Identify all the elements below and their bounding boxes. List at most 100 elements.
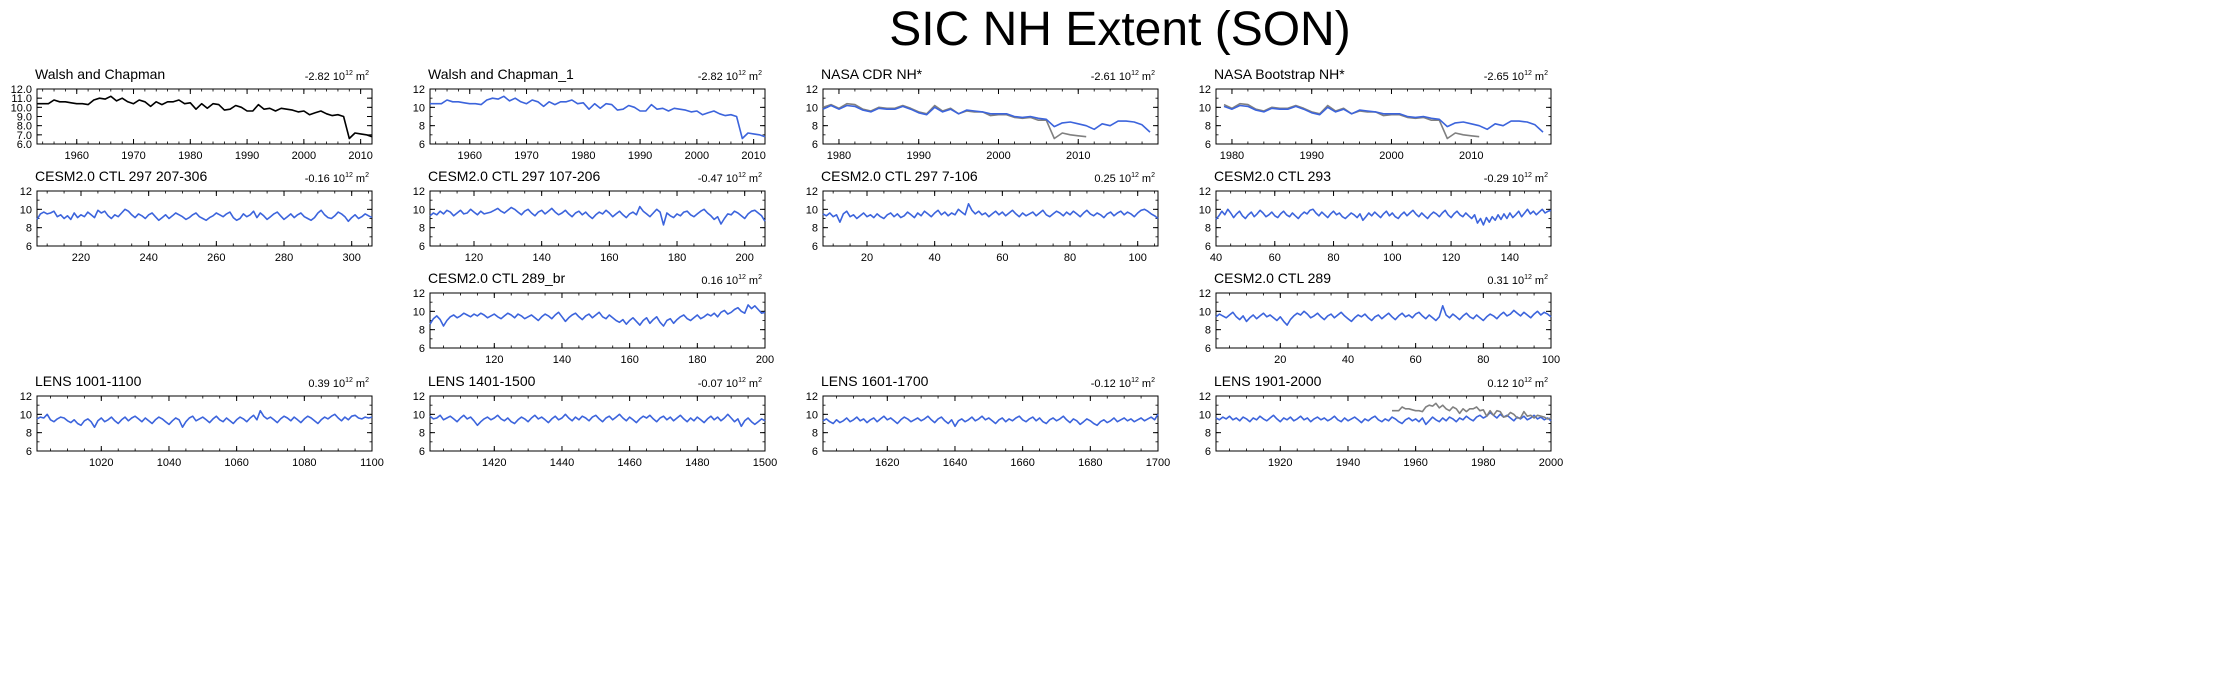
x-tick-label: 160: [620, 354, 638, 366]
trend-unit: m: [1532, 275, 1544, 287]
panel-title: LENS 1001-1100: [35, 373, 142, 389]
plot-frame: [822, 190, 1159, 247]
x-tick-label: 2000: [986, 150, 1010, 162]
y-tick-label: 10: [1199, 409, 1211, 421]
y-tick-label: 6: [812, 139, 818, 151]
y-tick-label: 12: [1199, 186, 1211, 198]
series-line: [1215, 411, 1552, 426]
y-tick-label: 12: [1199, 84, 1211, 96]
x-tick-label: 280: [275, 252, 293, 264]
x-tick-label: 220: [72, 252, 90, 264]
y-tick-label: 10: [413, 204, 425, 216]
x-tick-label: 140: [532, 252, 550, 264]
panel-title: Walsh and Chapman: [35, 66, 165, 82]
plot-frame: [1215, 292, 1552, 349]
trend-unit: m: [746, 173, 758, 185]
y-tick-label: 6: [1205, 446, 1211, 458]
plot-frame: [36, 395, 373, 452]
trend-value: -0.16 10: [305, 173, 345, 185]
x-tick-label: 1460: [617, 457, 641, 469]
x-tick-label: 1960: [458, 150, 482, 162]
x-tick-label: 100: [1542, 354, 1560, 366]
y-tick-label: 8: [812, 223, 818, 235]
x-tick-label: 300: [343, 252, 361, 264]
x-tick-label: 2010: [348, 150, 372, 162]
x-tick-label: 1960: [65, 150, 89, 162]
x-tick-label: 100: [1383, 252, 1401, 264]
series-line: [429, 413, 766, 428]
x-tick-label: 60: [996, 252, 1008, 264]
trend-unit: m: [353, 378, 365, 390]
y-tick-label: 10.0: [11, 102, 32, 114]
trend-unit-exponent: 2: [758, 70, 762, 77]
x-tick-label: 80: [1327, 252, 1339, 264]
x-tick-label: 1980: [571, 150, 595, 162]
y-tick-label: 12: [806, 186, 818, 198]
trend-exponent: 12: [738, 377, 746, 384]
y-tick-label: 12: [413, 391, 425, 403]
trend-unit-exponent: 2: [365, 70, 369, 77]
trend-exponent: 12: [1131, 377, 1139, 384]
panel-title: LENS 1401-1500: [428, 373, 536, 389]
trend-exponent: 12: [738, 172, 746, 179]
series-line: [822, 413, 1159, 428]
x-tick-label: 240: [139, 252, 157, 264]
y-tick-label: 8: [419, 223, 425, 235]
trend-exponent: 12: [1524, 70, 1532, 77]
x-tick-label: 100: [1129, 252, 1147, 264]
trend-unit-exponent: 2: [365, 172, 369, 179]
trend-exponent: 12: [1524, 274, 1532, 281]
y-tick-label: 12: [413, 84, 425, 96]
trend-unit: m: [746, 71, 758, 83]
trend-unit: m: [1139, 71, 1151, 83]
x-tick-label: 2000: [1539, 457, 1563, 469]
trend-value: -0.47 10: [698, 173, 738, 185]
trend-unit: m: [746, 275, 758, 287]
trend-label: 0.25 1012 m2: [1094, 172, 1155, 185]
trend-exponent: 12: [345, 172, 353, 179]
x-tick-label: 2010: [741, 150, 765, 162]
x-tick-label: 120: [465, 252, 483, 264]
x-tick-label: 1980: [1220, 150, 1244, 162]
x-tick-label: 1620: [875, 457, 899, 469]
x-tick-label: 2000: [685, 150, 709, 162]
y-tick-label: 12: [806, 391, 818, 403]
y-tick-label: 12: [20, 391, 32, 403]
x-tick-label: 1420: [482, 457, 506, 469]
x-tick-label: 1970: [514, 150, 538, 162]
x-tick-label: 2010: [1459, 150, 1483, 162]
chart-panel: Walsh and Chapman -2.82 1012 m2 1960 1970 19…: [11, 66, 373, 162]
x-tick-label: 160: [600, 252, 618, 264]
trend-exponent: 12: [1131, 70, 1139, 77]
x-tick-label: 20: [861, 252, 873, 264]
x-tick-label: 1980: [1471, 457, 1495, 469]
trend-label: -2.82 1012 m2: [305, 70, 369, 83]
panel-title: NASA Bootstrap NH*: [1214, 66, 1345, 82]
x-tick-label: 80: [1477, 354, 1489, 366]
plot-frame: [429, 88, 766, 145]
trend-unit-exponent: 2: [1151, 172, 1155, 179]
trend-value: -0.12 10: [1091, 378, 1131, 390]
x-tick-label: 1980: [178, 150, 202, 162]
x-tick-label: 1500: [753, 457, 777, 469]
trend-unit-exponent: 2: [1544, 70, 1548, 77]
x-tick-label: 20: [1274, 354, 1286, 366]
trend-value: 0.31 10: [1487, 275, 1524, 287]
x-tick-label: 200: [756, 354, 774, 366]
y-tick-label: 7.0: [17, 130, 32, 142]
panel-title: CESM2.0 CTL 289: [1214, 270, 1331, 286]
series-line: [36, 409, 373, 429]
y-tick-label: 12: [20, 186, 32, 198]
trend-unit: m: [1139, 173, 1151, 185]
panel-title: Walsh and Chapman_1: [428, 66, 574, 82]
trend-exponent: 12: [1131, 172, 1139, 179]
trend-value: -2.65 10: [1484, 71, 1524, 83]
x-tick-label: 180: [688, 354, 706, 366]
panel-title: CESM2.0 CTL 297 207-306: [35, 168, 207, 184]
panel-title: LENS 1601-1700: [821, 373, 929, 389]
y-tick-label: 11.0: [11, 93, 32, 105]
y-tick-label: 10: [20, 409, 32, 421]
page-title: SIC NH Extent (SON): [889, 3, 1351, 56]
